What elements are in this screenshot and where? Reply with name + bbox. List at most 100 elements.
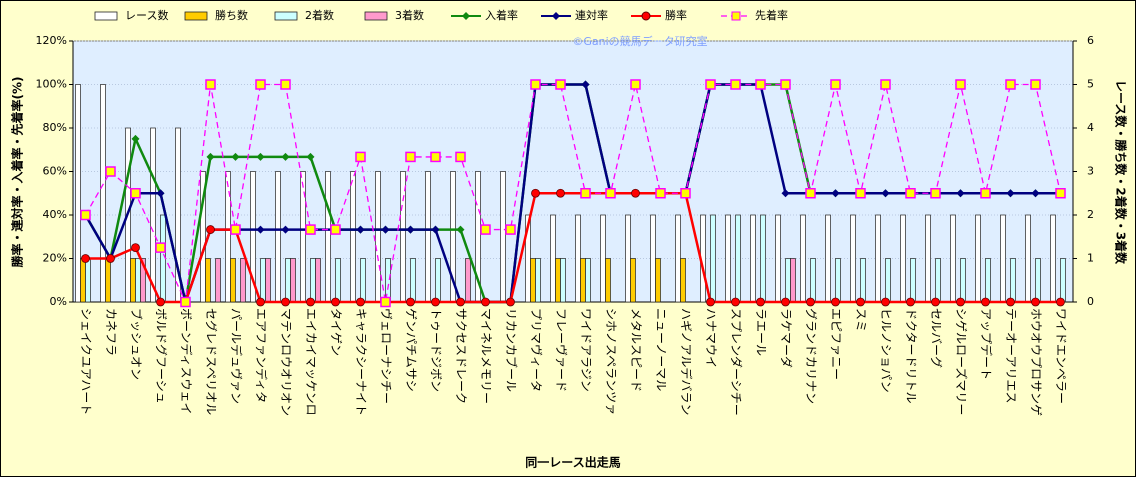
bar bbox=[975, 214, 981, 303]
x-tick-label: カネフラ bbox=[104, 308, 118, 356]
y2-tick-label: 4 bbox=[1087, 121, 1094, 134]
marker bbox=[831, 297, 840, 307]
x-tick-label: セルバーグ bbox=[929, 308, 943, 368]
legend-label: 先着率 bbox=[755, 8, 788, 22]
bar bbox=[535, 258, 541, 303]
x-tick-label: タイゲン bbox=[329, 308, 343, 356]
marker bbox=[356, 297, 365, 307]
marker bbox=[806, 297, 815, 307]
marker bbox=[780, 79, 791, 90]
marker bbox=[81, 254, 90, 263]
bar bbox=[550, 214, 556, 303]
marker bbox=[505, 224, 516, 235]
marker bbox=[1006, 297, 1015, 307]
legend-swatch bbox=[184, 11, 208, 21]
y2-tick-label: 2 bbox=[1087, 208, 1094, 221]
marker bbox=[231, 152, 240, 161]
bar bbox=[265, 258, 271, 303]
x-tick-label: ホウオウプロサンゲ bbox=[1029, 308, 1043, 416]
bar bbox=[260, 258, 266, 303]
marker bbox=[456, 225, 465, 234]
x-tick-label: ニューノーマル bbox=[654, 308, 668, 391]
legend-label: 2着数 bbox=[305, 8, 334, 22]
bar bbox=[910, 258, 916, 303]
legend-swatch bbox=[462, 12, 470, 20]
y-tick-label: 20% bbox=[43, 252, 67, 265]
marker bbox=[106, 254, 115, 263]
marker bbox=[306, 297, 315, 307]
bar bbox=[435, 258, 441, 303]
marker bbox=[1056, 297, 1065, 307]
bar bbox=[885, 258, 891, 303]
marker bbox=[280, 79, 291, 90]
marker bbox=[281, 225, 290, 234]
marker bbox=[781, 189, 790, 198]
marker bbox=[205, 79, 216, 90]
marker bbox=[305, 224, 316, 235]
marker bbox=[380, 296, 391, 308]
legend-swatch bbox=[731, 11, 741, 21]
bar bbox=[760, 214, 766, 303]
y-tick-label: 120% bbox=[36, 34, 67, 47]
marker bbox=[706, 297, 715, 307]
marker bbox=[981, 297, 990, 307]
line-series bbox=[85, 192, 1061, 304]
x-tick-label: ブッシュオン bbox=[129, 308, 144, 380]
bar bbox=[575, 214, 581, 303]
marker bbox=[630, 79, 641, 90]
bar bbox=[585, 258, 591, 303]
marker bbox=[406, 225, 415, 234]
marker bbox=[705, 79, 716, 90]
marker bbox=[330, 224, 341, 235]
marker bbox=[306, 152, 315, 161]
bar bbox=[160, 214, 166, 303]
marker bbox=[830, 79, 841, 90]
bar bbox=[1000, 214, 1006, 303]
marker bbox=[906, 297, 915, 307]
x-tick-label: アップデート bbox=[979, 308, 994, 380]
marker bbox=[881, 189, 890, 198]
bar bbox=[825, 214, 831, 303]
marker bbox=[881, 297, 890, 307]
marker bbox=[331, 297, 340, 307]
bar bbox=[935, 258, 941, 303]
bar bbox=[605, 258, 611, 303]
legend-swatch bbox=[94, 11, 118, 21]
legend-swatch bbox=[641, 11, 651, 21]
bar bbox=[360, 258, 366, 303]
legend-swatch bbox=[552, 12, 560, 20]
x-tick-label: エアファンディタ bbox=[254, 308, 269, 403]
marker bbox=[255, 79, 266, 90]
x-tick-label: シェイクユアハート bbox=[79, 308, 93, 415]
x-tick-label: ハギノアルデバラン bbox=[679, 308, 694, 415]
x-tick-label: シゲルローズマリー bbox=[954, 308, 969, 415]
marker bbox=[256, 297, 265, 307]
marker bbox=[905, 188, 916, 199]
marker bbox=[230, 224, 241, 235]
x-tick-label: パールデュヴァン bbox=[229, 308, 244, 404]
bar bbox=[140, 258, 146, 303]
bar bbox=[1050, 214, 1056, 303]
bar bbox=[200, 171, 206, 303]
marker bbox=[880, 79, 891, 90]
marker bbox=[481, 297, 490, 307]
x-tick-label: フレーヴァード bbox=[554, 308, 569, 392]
y-axis-title: 勝率・連対率・入着率・先着率(%) bbox=[10, 77, 25, 268]
x-tick-label: ハナマウイ bbox=[704, 308, 718, 368]
bar bbox=[205, 258, 211, 303]
marker bbox=[530, 79, 541, 90]
marker bbox=[655, 188, 666, 199]
bar bbox=[325, 171, 331, 303]
bar bbox=[655, 258, 661, 303]
y-tick-label: 100% bbox=[36, 78, 67, 91]
marker bbox=[755, 79, 766, 90]
x-tick-label: ドクタードリトル bbox=[904, 308, 918, 404]
line-series bbox=[84, 83, 1061, 307]
marker bbox=[105, 166, 116, 177]
marker bbox=[180, 296, 191, 308]
marker bbox=[605, 188, 616, 199]
marker bbox=[1005, 79, 1016, 90]
marker bbox=[756, 297, 765, 307]
x-tick-label: リカンカブール bbox=[504, 308, 519, 392]
